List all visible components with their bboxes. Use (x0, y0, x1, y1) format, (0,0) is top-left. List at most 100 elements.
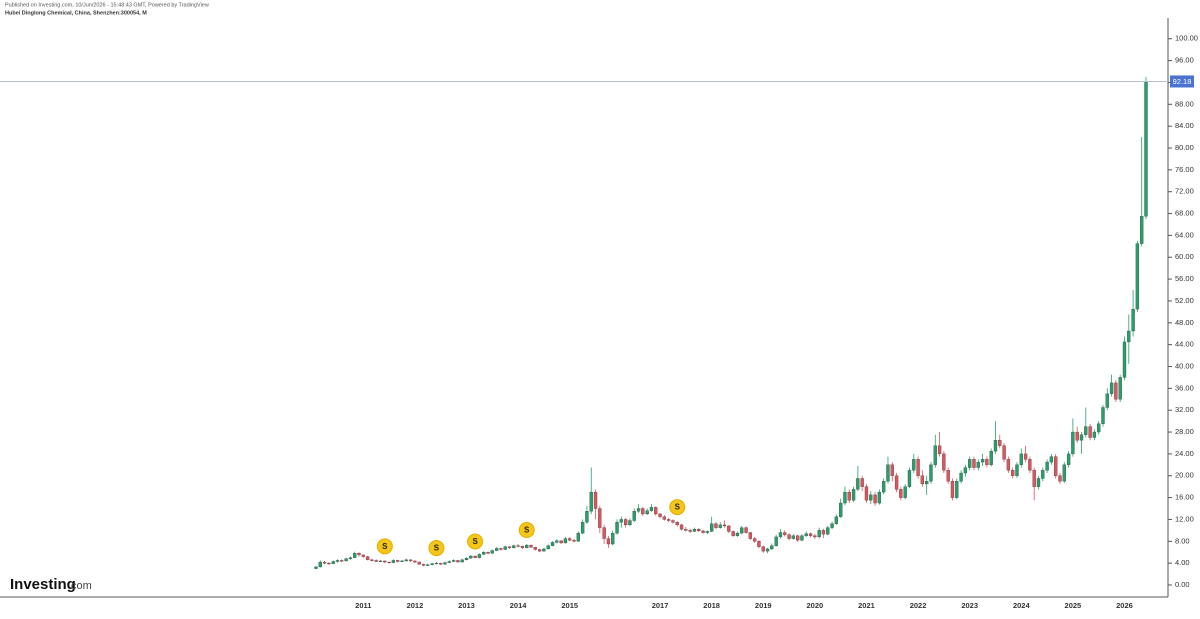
y-tick-label: 60.00 (1175, 252, 1194, 261)
candle-body (778, 532, 783, 538)
y-tick-label: 100.00 (1175, 34, 1198, 43)
candle-body (451, 560, 456, 562)
candle-body (464, 558, 469, 561)
candle-body (877, 491, 882, 504)
candle-body (968, 459, 972, 468)
candle-body (718, 524, 722, 528)
candle-body (804, 533, 808, 536)
candle-body (1088, 426, 1092, 438)
candle-body (645, 510, 649, 515)
candle-body (1015, 464, 1019, 476)
candle-body (494, 548, 499, 551)
candle-body (765, 548, 770, 552)
candle-body (903, 486, 907, 498)
candle-body (413, 560, 417, 563)
candle-body (666, 519, 671, 521)
split-marker (518, 522, 535, 539)
candle-body (1032, 470, 1036, 487)
candle-body (869, 494, 873, 501)
split-label: S (382, 542, 388, 551)
candle-body (1092, 431, 1097, 438)
candle-body (387, 561, 391, 563)
candle-body (396, 560, 400, 562)
y-tick-label: 40.00 (1175, 361, 1194, 370)
y-tick-label: 0.00 (1175, 580, 1190, 589)
candle-body (955, 481, 959, 498)
candle-body (331, 561, 335, 564)
x-tick-label: 2020 (807, 601, 824, 610)
candle-body (697, 529, 701, 532)
candle-body (731, 531, 735, 536)
y-tick-label: 52.00 (1175, 296, 1194, 305)
candle-body (675, 522, 679, 526)
candle-body (1002, 445, 1006, 460)
candle-body (619, 519, 623, 523)
candle-body (882, 481, 886, 493)
candle-body (529, 544, 533, 548)
candle-body (649, 507, 654, 511)
candle-body (1109, 382, 1114, 394)
candle-body (559, 540, 563, 544)
candle-body (933, 445, 937, 465)
candle-body (421, 564, 426, 566)
candle-body (615, 522, 619, 534)
candle-body (839, 502, 843, 517)
candle-body (636, 508, 641, 512)
candle-body (894, 475, 899, 490)
candle-body (632, 511, 636, 521)
candle-body (735, 532, 740, 536)
candle-body (507, 546, 512, 548)
candle-body (899, 489, 903, 498)
candle-body (1127, 330, 1131, 343)
x-tick-label: 2021 (858, 601, 875, 610)
candle-body (834, 516, 839, 524)
split-marker (428, 540, 445, 557)
candle-body (873, 494, 877, 504)
x-tick-label: 2024 (1013, 601, 1031, 610)
candle-body (654, 507, 658, 515)
candle-body (705, 531, 710, 533)
candle-body (585, 511, 589, 523)
y-tick-label: 96.00 (1175, 56, 1194, 65)
y-tick-label: 88.00 (1175, 99, 1194, 108)
candle-body (946, 470, 950, 482)
y-tick-label: 48.00 (1175, 318, 1194, 327)
candle-body (787, 534, 791, 539)
x-tick-label: 2011 (355, 601, 371, 610)
candle-body (469, 555, 473, 559)
candle-body (327, 562, 331, 565)
candle-body (542, 548, 546, 552)
candle-body (912, 459, 916, 471)
candle-body (318, 561, 322, 568)
candle-body (1114, 382, 1118, 400)
candle-body (688, 530, 692, 532)
candle-body (1105, 393, 1109, 408)
candle-body (473, 555, 477, 558)
candle-body (378, 560, 383, 562)
x-tick-label: 2014 (510, 601, 528, 610)
candle-body (851, 489, 856, 501)
candle-body (322, 561, 327, 564)
candle-body (1058, 475, 1062, 482)
candle-body (404, 559, 408, 562)
x-tick-label: 2022 (910, 601, 927, 610)
candle-body (1140, 216, 1144, 244)
candle-body (525, 544, 529, 548)
candle-body (830, 523, 834, 528)
candle-body (950, 481, 955, 498)
candle-body (572, 540, 576, 542)
candle-body (550, 542, 555, 546)
split-label: S (524, 526, 530, 535)
candle-body (546, 545, 550, 550)
y-tick-label: 20.00 (1175, 471, 1194, 480)
candle-body (503, 546, 507, 550)
candle-body (1023, 453, 1028, 460)
x-tick-label: 2013 (458, 601, 475, 610)
candle-body (998, 440, 1002, 446)
y-tick-label: 12.00 (1175, 514, 1194, 523)
candle-body (985, 459, 989, 465)
candle-body (580, 522, 585, 534)
candle-body (439, 562, 443, 565)
x-tick-label: 2012 (407, 601, 424, 610)
